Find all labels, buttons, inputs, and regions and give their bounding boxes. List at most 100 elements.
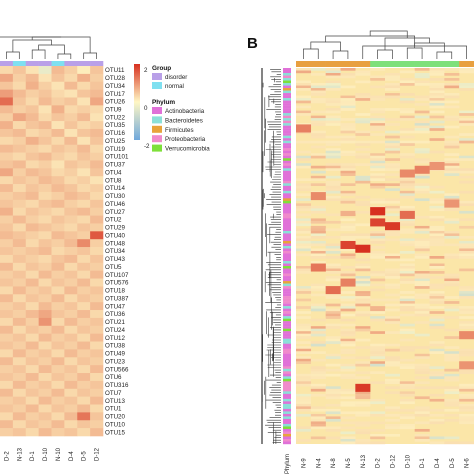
row-dendrogram-links — [262, 69, 281, 444]
heatmap-cell — [370, 163, 386, 166]
row-label: OTU37 — [105, 162, 126, 169]
heatmap-cell — [64, 270, 78, 279]
column-label: N-13 — [17, 447, 23, 461]
heatmap-cell — [90, 97, 104, 106]
heatmap-cell — [25, 365, 39, 374]
heatmap-cell — [459, 393, 474, 397]
row-label: OTU28 — [105, 75, 126, 82]
heatmap-cell — [51, 191, 65, 201]
heatmap-cell — [25, 333, 39, 342]
heatmap-cell — [414, 346, 430, 349]
heatmap-cell — [340, 343, 356, 347]
column-label: N-4 — [316, 458, 322, 468]
heatmap-cell — [399, 303, 415, 307]
heatmap-cell — [370, 235, 386, 239]
heatmap-cell — [399, 301, 415, 304]
heatmap-cell — [399, 423, 415, 427]
heatmap-cell — [340, 173, 356, 176]
heatmap-cell — [51, 168, 65, 177]
heatmap-cell — [296, 203, 312, 207]
heatmap-cell — [51, 152, 65, 161]
phylum-cell — [283, 68, 291, 71]
heatmap-cell — [444, 140, 460, 144]
heatmap-cell — [0, 152, 14, 161]
heatmap-cell — [0, 294, 14, 303]
heatmap-cell — [77, 223, 91, 232]
heatmap-cell — [310, 98, 326, 101]
heatmap-cell — [90, 373, 104, 382]
heatmap-cell — [296, 158, 312, 161]
heatmap-cell — [310, 341, 326, 344]
heatmap-cell — [12, 325, 27, 334]
heatmap-cell — [444, 358, 460, 362]
heatmap-cell — [51, 333, 65, 342]
phylum-cell — [283, 331, 291, 334]
heatmap-cell — [340, 431, 356, 435]
heatmap-cell — [385, 348, 401, 352]
dendrogram-link — [414, 42, 445, 52]
heatmap-cell — [325, 313, 341, 317]
heatmap-cell — [64, 105, 78, 114]
heatmap-cell — [325, 408, 341, 412]
heatmap-cell — [325, 75, 341, 79]
heatmap-cell — [429, 233, 445, 237]
phylum-cell — [283, 361, 291, 364]
phylum-cell — [283, 433, 291, 437]
heatmap-cell — [310, 218, 326, 222]
row-label: OTU25 — [105, 138, 126, 145]
heatmap-cell — [310, 210, 326, 214]
heatmap-cell — [310, 175, 326, 179]
phylum-cell — [283, 110, 291, 114]
heatmap-cell — [296, 346, 312, 349]
heatmap-cell — [459, 70, 474, 74]
heatmap-cell — [444, 145, 460, 149]
heatmap-cell — [355, 210, 371, 214]
heatmap-cell — [325, 296, 341, 299]
phylum-cell — [283, 416, 291, 420]
heatmap-cell — [12, 136, 27, 146]
heatmap-cell — [51, 239, 65, 248]
dendrogram-link — [369, 30, 408, 38]
heatmap-cell — [444, 283, 460, 287]
heatmap-cell — [25, 373, 39, 382]
heatmap-cell — [340, 331, 356, 334]
heatmap-cell — [310, 413, 326, 417]
heatmap-cell — [12, 105, 27, 114]
heatmap-cell — [370, 381, 386, 385]
heatmap-cell — [310, 153, 326, 156]
heatmap-cell — [355, 438, 371, 442]
heatmap-cell — [429, 408, 445, 412]
column-dendrogram-a — [0, 36, 97, 59]
color-scale: 20-2 — [134, 64, 150, 150]
heatmap-cell — [25, 113, 39, 122]
column-dendrogram-b — [303, 30, 467, 59]
group-cell — [38, 61, 52, 66]
heatmap-cell — [399, 143, 415, 146]
heatmap-cell — [399, 268, 415, 272]
row-label: OTU49 — [105, 351, 126, 358]
group-cell — [325, 61, 341, 67]
phylum-cell — [283, 353, 291, 357]
heatmap-cell — [90, 191, 104, 201]
heatmap-cell — [0, 215, 14, 224]
heatmap-cell — [0, 184, 14, 193]
heatmap-cell — [12, 247, 27, 256]
phylum-cell — [283, 428, 291, 432]
heatmap-cell — [340, 228, 356, 232]
row-labels-a: OTU11OTU28OTU34OTU17OTU26OTU9OTU22OTU35O… — [105, 67, 129, 436]
heatmap-cell — [325, 228, 341, 232]
heatmap-cell — [414, 273, 430, 277]
heatmap-cell — [12, 66, 27, 75]
heatmap-cell — [385, 75, 401, 79]
heatmap-cell — [0, 278, 14, 287]
heatmap-cell — [429, 311, 445, 314]
row-label: OTU17 — [105, 91, 126, 98]
heatmap-cell — [444, 235, 460, 239]
heatmap-cell — [355, 403, 371, 407]
heatmap-cell — [296, 163, 312, 166]
heatmap-cell — [296, 253, 312, 257]
heatmap-cell — [459, 155, 474, 159]
heatmap-cell — [51, 420, 65, 429]
column-label: N-5 — [346, 458, 352, 468]
heatmap-cell — [0, 310, 14, 319]
